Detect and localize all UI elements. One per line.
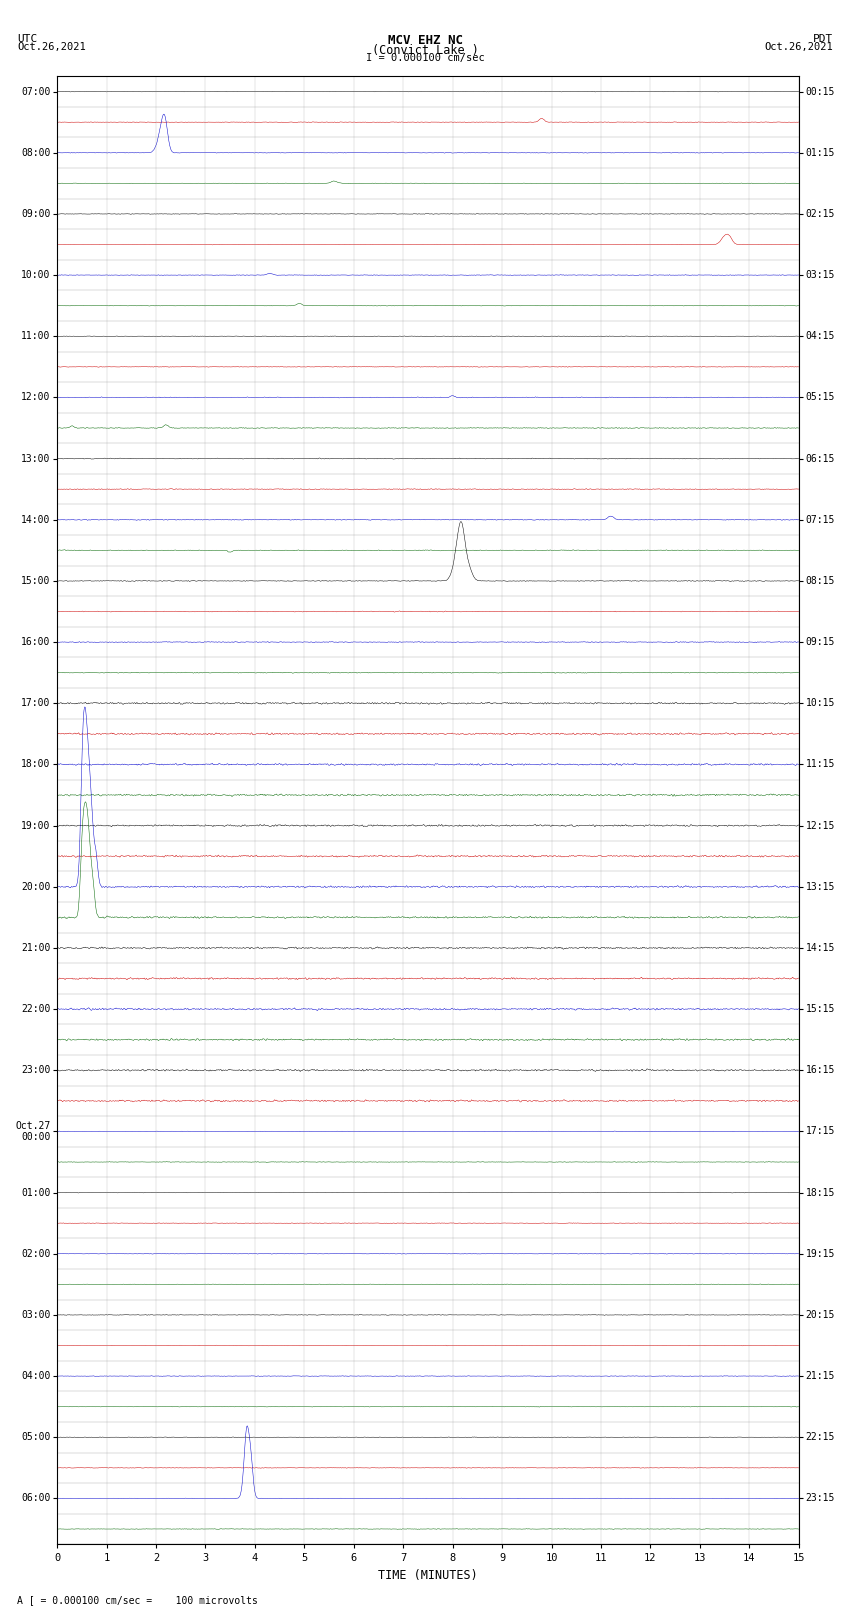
X-axis label: TIME (MINUTES): TIME (MINUTES)	[378, 1569, 478, 1582]
Text: PDT: PDT	[813, 34, 833, 44]
Text: I = 0.000100 cm/sec: I = 0.000100 cm/sec	[366, 53, 484, 63]
Text: MCV EHZ NC: MCV EHZ NC	[388, 34, 462, 47]
Text: UTC: UTC	[17, 34, 37, 44]
Text: (Convict Lake ): (Convict Lake )	[371, 44, 479, 56]
Text: Oct.26,2021: Oct.26,2021	[17, 42, 86, 52]
Text: Oct.26,2021: Oct.26,2021	[764, 42, 833, 52]
Text: A [ = 0.000100 cm/sec =    100 microvolts: A [ = 0.000100 cm/sec = 100 microvolts	[17, 1595, 258, 1605]
